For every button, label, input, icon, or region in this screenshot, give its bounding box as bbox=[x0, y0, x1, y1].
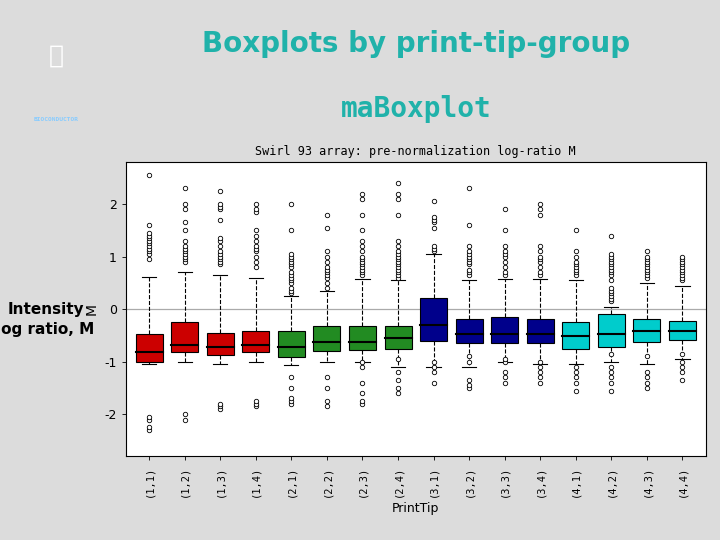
Y-axis label: M: M bbox=[85, 303, 99, 315]
Title: Swirl 93 array: pre-normalization log-ratio M: Swirl 93 array: pre-normalization log-ra… bbox=[256, 145, 576, 158]
Text: 🧬: 🧬 bbox=[48, 43, 63, 68]
Text: maBoxplot: maBoxplot bbox=[341, 96, 491, 123]
Bar bbox=[420, 298, 447, 341]
Bar bbox=[562, 322, 590, 348]
Bar bbox=[491, 317, 518, 343]
Text: Intensity
log ratio, M: Intensity log ratio, M bbox=[0, 302, 94, 338]
Text: BIOCONDUCTOR: BIOCONDUCTOR bbox=[33, 117, 78, 122]
Bar bbox=[634, 319, 660, 342]
Bar bbox=[598, 314, 625, 347]
Bar bbox=[135, 334, 163, 362]
Bar bbox=[313, 326, 341, 351]
Bar bbox=[171, 322, 198, 352]
Bar bbox=[456, 319, 482, 343]
Bar bbox=[349, 326, 376, 350]
X-axis label: PrintTip: PrintTip bbox=[392, 502, 439, 515]
Bar bbox=[527, 319, 554, 343]
Bar bbox=[242, 331, 269, 352]
Bar bbox=[278, 331, 305, 357]
Bar bbox=[384, 326, 412, 348]
Bar bbox=[207, 333, 234, 355]
Text: Boxplots by print-tip-group: Boxplots by print-tip-group bbox=[202, 30, 630, 58]
Bar bbox=[669, 321, 696, 340]
